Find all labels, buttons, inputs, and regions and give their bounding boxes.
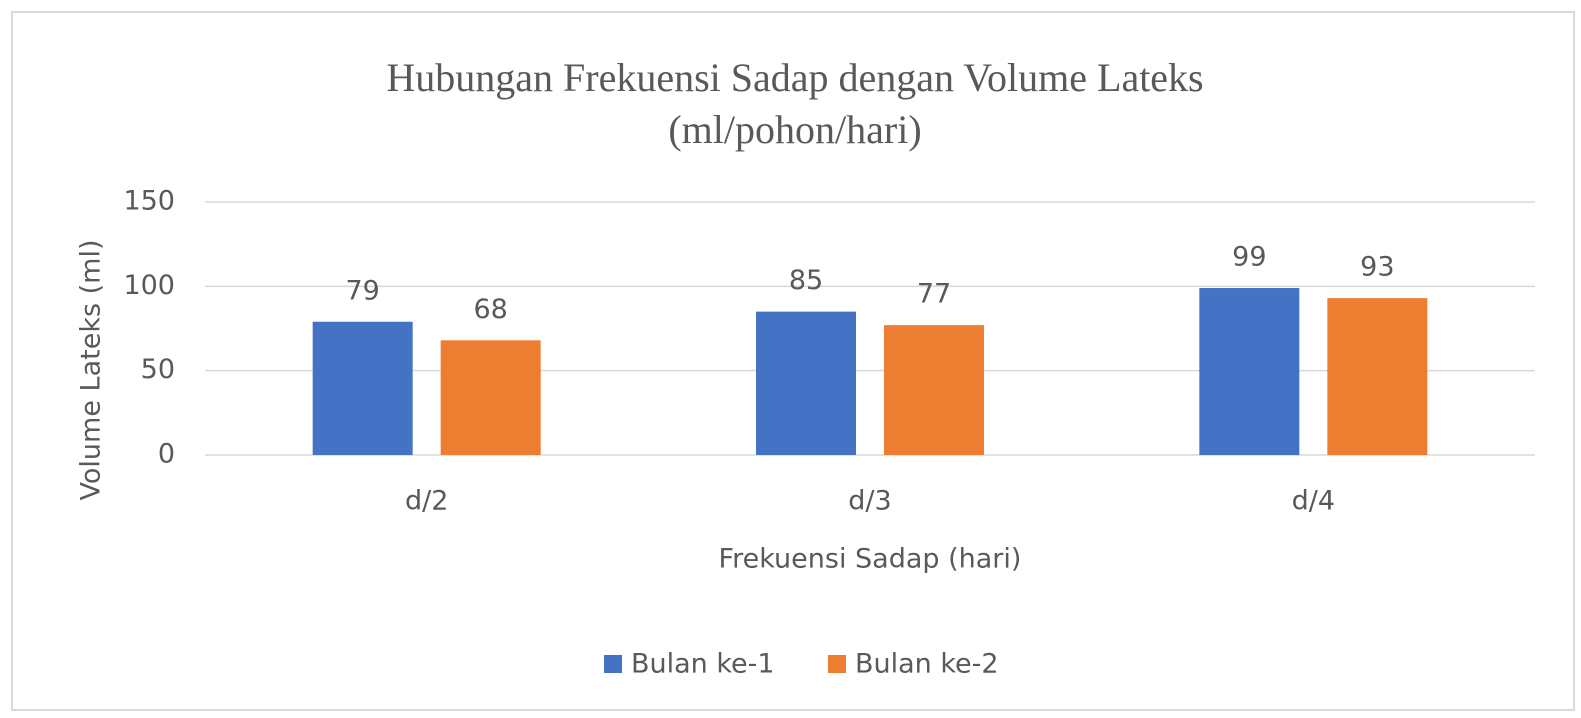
x-tick-label: d/3	[848, 486, 891, 517]
y-tick-label: 150	[123, 186, 175, 217]
y-tick-label: 100	[123, 270, 175, 301]
bar	[440, 340, 541, 455]
bar	[312, 321, 413, 455]
data-label: 85	[789, 265, 823, 296]
y-axis-label: Volume Lateks (ml)	[76, 240, 107, 501]
legend-swatch	[604, 655, 622, 673]
x-axis-label: Frekuensi Sadap (hari)	[719, 544, 1022, 575]
legend-label: Bulan ke-2	[855, 649, 999, 680]
data-label: 77	[917, 279, 951, 310]
legend-swatch	[828, 655, 846, 673]
bar	[1327, 298, 1428, 455]
bar	[884, 325, 984, 455]
chart-title: (ml/pohon/hari)	[668, 107, 921, 152]
y-tick-label: 50	[141, 354, 175, 385]
x-tick-label: d/2	[405, 486, 448, 517]
y-tick-label: 0	[158, 439, 175, 470]
data-label: 93	[1360, 252, 1394, 283]
x-tick-label: d/4	[1292, 486, 1335, 517]
bar	[756, 311, 856, 455]
legend-label: Bulan ke-1	[631, 649, 775, 680]
chart-title: Hubungan Frekuensi Sadap dengan Volume L…	[386, 55, 1203, 100]
bar	[1199, 288, 1300, 455]
data-label: 99	[1232, 242, 1266, 273]
data-label: 79	[345, 275, 379, 306]
data-label: 68	[473, 294, 507, 325]
